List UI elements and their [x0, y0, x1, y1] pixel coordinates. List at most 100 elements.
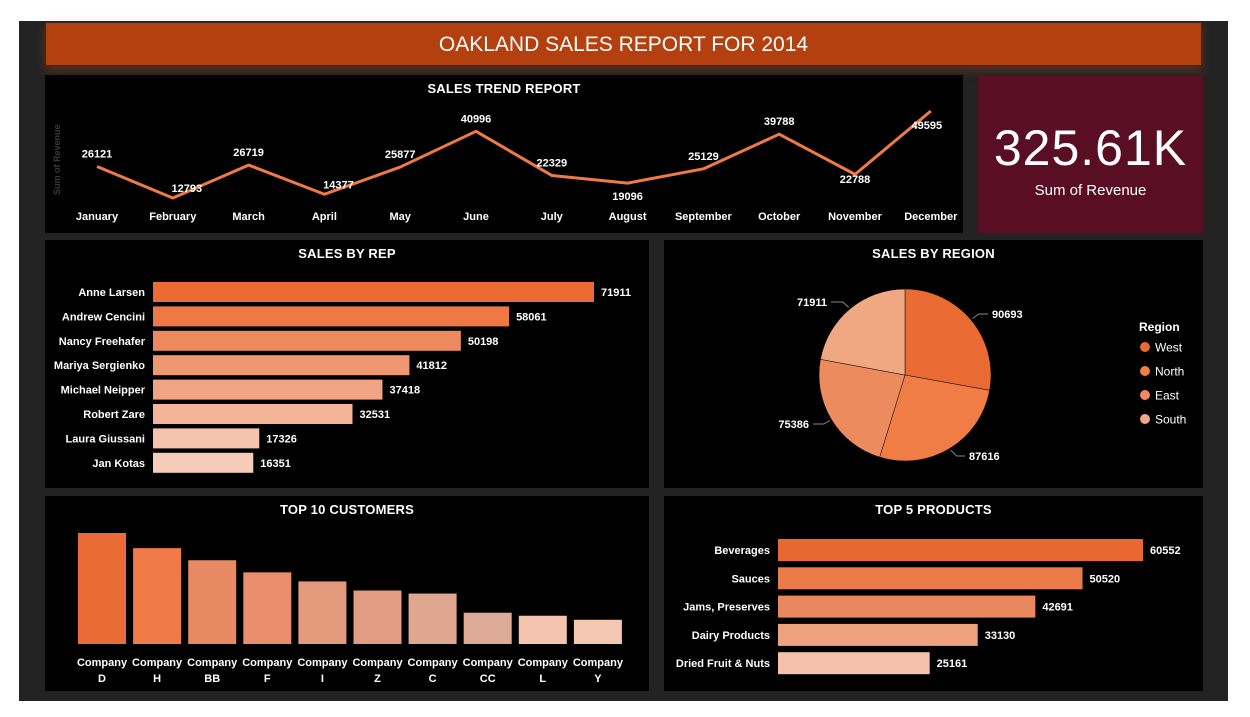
trend-x-tick-label: October: [758, 211, 801, 223]
pie-value-label: 75386: [778, 419, 809, 431]
top-customers-panel: TOP 10 CUSTOMERS Company D Company H Company…: [45, 496, 649, 691]
product-value-label: 42691: [1042, 602, 1073, 614]
customer-label-line1: Company: [408, 657, 459, 669]
rep-category-label: Laura Giussani: [66, 433, 145, 445]
rep-category-label: Anne Larsen: [78, 287, 145, 299]
rep-bar: [153, 306, 510, 327]
report-title: OAKLAND SALES REPORT FOR 2014: [438, 33, 809, 56]
product-category-label: Dried Fruit & Nuts: [676, 658, 770, 670]
customer-label-line2: CC: [480, 673, 496, 685]
customer-bar: [408, 593, 457, 644]
trend-data-label: 14377: [323, 179, 354, 191]
pie-slice-south: [820, 288, 906, 376]
rep-category-label: Mariya Sergienko: [54, 360, 145, 372]
sales-by-rep-panel: SALES BY REP Anne Larsen 71911 Andrew Cenc…: [45, 240, 649, 488]
product-value-label: 50520: [1090, 573, 1121, 585]
legend-item-label: East: [1155, 389, 1180, 403]
customer-label-line2: F: [264, 673, 271, 685]
sales-by-rep-chart: Anne Larsen 71911 Andrew Cencini 58061 Nancy…: [54, 282, 631, 473]
product-bar: [778, 623, 978, 646]
legend-swatch: [1140, 366, 1150, 376]
customer-label-line2: C: [429, 673, 437, 685]
rep-category-label: Michael Neipper: [61, 385, 146, 397]
product-bar: [778, 652, 930, 675]
trend-data-label: 25877: [385, 149, 416, 161]
revenue-kpi-card: 325.61K Sum of Revenue: [978, 75, 1203, 233]
customer-bar: [518, 615, 567, 644]
rep-category-label: Jan Kotas: [92, 458, 145, 470]
rep-bar: [153, 452, 254, 473]
product-category-label: Beverages: [714, 545, 770, 557]
pie-value-label: 90693: [992, 309, 1023, 321]
trend-x-tick-label: September: [675, 211, 733, 223]
customer-bar: [243, 572, 292, 644]
product-bar: [778, 567, 1083, 590]
product-bar: [778, 595, 1036, 618]
rep-value-label: 17326: [266, 433, 297, 445]
rep-category-label: Robert Zare: [83, 409, 145, 421]
product-value-label: 33130: [985, 630, 1016, 642]
trend-x-tick-label: December: [904, 211, 958, 223]
customer-bar: [353, 590, 402, 644]
rep-bar: [153, 404, 353, 424]
customer-bar: [188, 560, 237, 644]
top-customers-title: TOP 10 CUSTOMERS: [280, 502, 414, 517]
sales-by-rep-title: SALES BY REP: [298, 246, 396, 261]
customer-label-line2: Z: [374, 673, 381, 685]
trend-data-label: 12793: [172, 183, 203, 195]
trend-x-tick-label: January: [76, 211, 119, 223]
pie-value-label: 71911: [797, 297, 827, 309]
rep-bar: [153, 379, 383, 400]
trend-x-tick-label: April: [312, 211, 337, 223]
legend-swatch: [1140, 390, 1150, 400]
sales-by-region-title: SALES BY REGION: [872, 246, 995, 261]
customer-label-line2: H: [153, 673, 161, 685]
kpi-value: 325.61K: [993, 120, 1188, 176]
pie-leader-line: [950, 449, 965, 457]
trend-line: [96, 109, 932, 200]
sales-by-region-chart: Region 90693 West 87616 North 75386 East 71911…: [778, 288, 1186, 463]
trend-x-tick-label: February: [149, 211, 197, 223]
rep-bar: [153, 428, 260, 449]
legend-item-label: West: [1155, 341, 1183, 355]
trend-data-label: 22788: [840, 174, 871, 186]
trend-data-label: 26719: [233, 147, 264, 159]
rep-value-label: 16351: [260, 458, 291, 470]
kpi-label: Sum of Revenue: [1034, 182, 1147, 199]
trend-data-label: 26121: [82, 148, 113, 160]
rep-bar: [153, 355, 410, 376]
rep-value-label: 50198: [468, 336, 499, 348]
product-category-label: Sauces: [731, 573, 770, 585]
top-products-panel: TOP 5 PRODUCTS Beverages 60552 Sauces 50520…: [664, 496, 1203, 691]
legend-item-label: North: [1155, 365, 1184, 379]
top-customers-chart: Company D Company H Company BB Company F Company…: [77, 533, 624, 685]
customer-bar: [78, 533, 126, 644]
product-value-label: 60552: [1150, 545, 1181, 557]
customer-label-line1: Company: [187, 657, 238, 669]
customer-label-line2: Y: [594, 673, 602, 685]
rep-category-label: Andrew Cencini: [62, 311, 145, 323]
customer-label-line2: L: [539, 673, 546, 685]
trend-x-tick-label: May: [389, 211, 411, 223]
trend-data-label: 19096: [612, 191, 643, 203]
top-products-title: TOP 5 PRODUCTS: [875, 502, 992, 517]
product-bar: [778, 539, 1143, 561]
sales-trend-panel: SALES TREND REPORT Sum of Revenue 26121 J…: [45, 75, 963, 233]
customer-bar: [298, 581, 347, 644]
region-legend-title: Region: [1139, 320, 1180, 334]
trend-y-axis-label: Sum of Revenue: [52, 124, 62, 195]
pie-leader-line: [813, 420, 830, 425]
trend-data-label: 49595: [912, 120, 943, 132]
trend-x-tick-label: November: [828, 211, 883, 223]
pie-slice-north: [879, 374, 990, 462]
customer-bar: [573, 619, 622, 644]
product-value-label: 25161: [937, 658, 968, 670]
customer-label-line1: Company: [463, 657, 514, 669]
rep-value-label: 71911: [601, 287, 631, 299]
customer-label-line2: I: [321, 673, 324, 685]
rep-category-label: Nancy Freehafer: [59, 336, 146, 348]
customer-label-line1: Company: [352, 657, 403, 669]
customer-label-line1: Company: [573, 657, 624, 669]
top-products-chart: Beverages 60552 Sauces 50520 Jams, Preserves…: [676, 539, 1181, 675]
sales-by-region-panel: SALES BY REGION Region 90693 West 87616 Nor…: [664, 240, 1203, 488]
